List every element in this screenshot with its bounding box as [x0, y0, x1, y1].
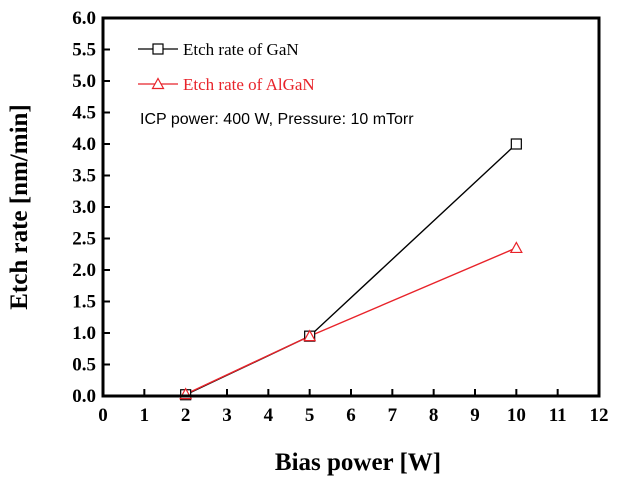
- y-tick-label-6.0: 6.0: [72, 8, 96, 29]
- y-tick-label-0.5: 0.5: [72, 355, 96, 376]
- point-1-1: [303, 329, 317, 342]
- series-line-1: [185, 247, 517, 395]
- legend-marker-algan: [151, 77, 165, 90]
- ticks-layer: 0 1 2 3 4 5 6 7 8 9 10 11 120.00.51.01.52.02.53.03.5…: [72, 8, 608, 426]
- y-tick-label-2.5: 2.5: [72, 229, 96, 250]
- y-tick-label-1.5: 1.5: [72, 292, 96, 313]
- legend: Etch rate of GaN Etch rate of AlGaN: [138, 40, 315, 94]
- x-tick-label-3: 3: [222, 405, 232, 426]
- y-tick-label-5.5: 5.5: [72, 40, 96, 61]
- point-0-2: [510, 138, 522, 150]
- legend-label-algan: Etch rate of AlGaN: [183, 75, 315, 94]
- y-tick-label-4.0: 4.0: [72, 134, 96, 155]
- y-axis-title: Etch rate [nm/min]: [6, 104, 33, 310]
- y-tick-label-3.5: 3.5: [72, 166, 96, 187]
- point-1-2: [509, 241, 523, 254]
- x-axis-title: Bias power [W]: [275, 449, 441, 476]
- legend-entry-gan: Etch rate of GaN: [138, 40, 299, 59]
- y-tick-label-3.0: 3.0: [72, 197, 96, 218]
- x-tick-label-12: 12: [590, 405, 609, 426]
- y-tick-label-1.0: 1.0: [72, 323, 96, 344]
- x-tick-label-2: 2: [181, 405, 191, 426]
- legend-marker-gan: [152, 43, 164, 55]
- annotation: ICP power: 400 W, Pressure: 10 mTorr: [140, 111, 414, 128]
- x-tick-label-6: 6: [346, 405, 356, 426]
- x-tick-label-9: 9: [470, 405, 480, 426]
- legend-entry-algan: Etch rate of AlGaN: [138, 75, 315, 94]
- series-layer: [179, 138, 523, 401]
- x-tick-label-5: 5: [305, 405, 315, 426]
- x-tick-label-0: 0: [98, 405, 108, 426]
- y-tick-label-4.5: 4.5: [72, 103, 96, 124]
- x-tick-label-1: 1: [140, 405, 150, 426]
- x-tick-label-4: 4: [264, 405, 274, 426]
- x-tick-label-11: 11: [549, 405, 567, 426]
- y-tick-label-2.0: 2.0: [72, 260, 96, 281]
- x-tick-label-7: 7: [388, 405, 398, 426]
- legend-label-gan: Etch rate of GaN: [183, 40, 299, 59]
- plot-frame: [101, 16, 601, 398]
- x-tick-label-10: 10: [507, 405, 526, 426]
- y-tick-label-5.0: 5.0: [72, 71, 96, 92]
- y-tick-label-0.0: 0.0: [72, 386, 96, 407]
- x-tick-label-8: 8: [429, 405, 439, 426]
